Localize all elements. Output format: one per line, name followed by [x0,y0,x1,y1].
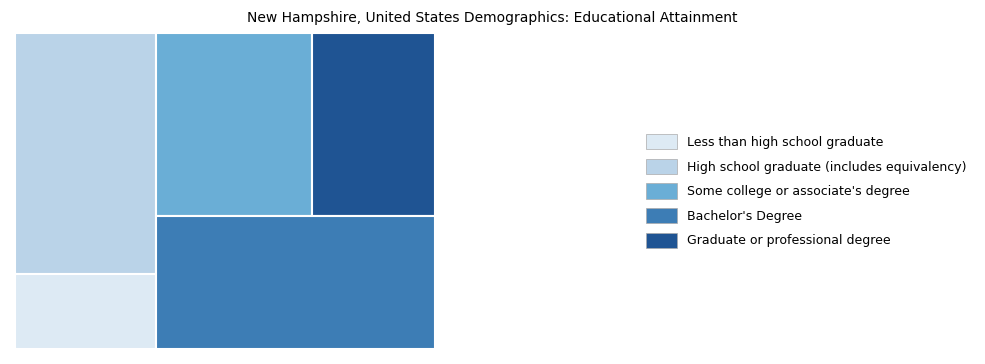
Bar [312,33,434,216]
Bar [156,33,312,216]
Bar [15,33,156,274]
Bar [15,274,156,349]
Text: New Hampshire, United States Demographics: Educational Attainment: New Hampshire, United States Demographic… [247,11,738,25]
Legend: Less than high school graduate, High school graduate (includes equivalency), Som: Less than high school graduate, High sch… [646,134,967,248]
Bar [156,216,434,349]
